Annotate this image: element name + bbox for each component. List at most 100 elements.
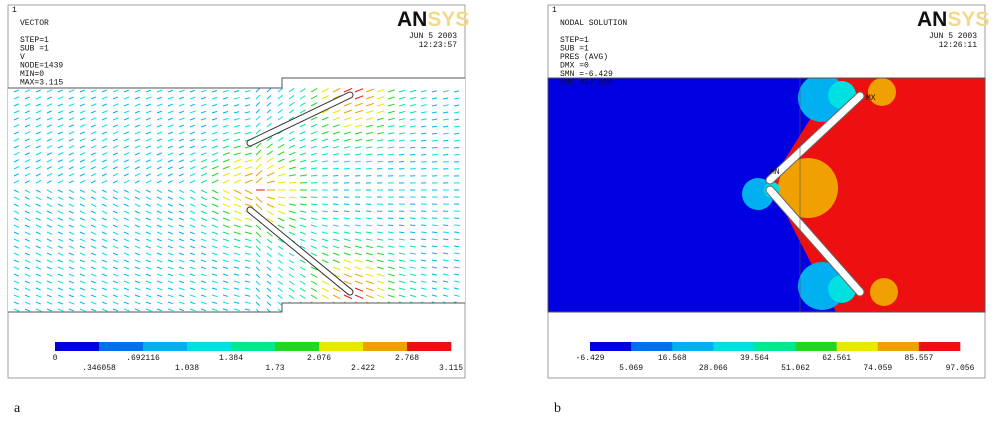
vector [35,189,41,193]
vector [420,273,427,276]
vector [24,252,30,256]
vector [211,280,218,284]
vector [233,117,240,121]
vector [90,210,96,214]
vector [24,138,30,142]
vector [354,224,361,227]
vector [233,179,242,184]
vector [233,280,240,284]
contour-blob [870,278,898,306]
vector [13,145,19,149]
vector [167,308,174,312]
vector [266,102,272,107]
vector [35,294,42,298]
vector [266,109,272,114]
legend-label: 2.422 [351,364,375,373]
vector [167,231,173,235]
vector [233,138,241,142]
vector [211,172,219,177]
vector [57,245,63,249]
vector [156,124,163,128]
vector [156,266,163,270]
vector [420,252,427,255]
vector [101,166,108,170]
legend-label: 28.066 [699,364,728,373]
vector [398,280,406,284]
vector [244,287,251,290]
vector [376,231,383,234]
vector [178,210,184,214]
vector [145,103,152,107]
vector [310,266,318,271]
vector [13,152,20,156]
vector [24,131,31,135]
vector [266,180,276,184]
vector [321,280,330,285]
vector [112,96,119,100]
vector [244,294,251,297]
vector [277,238,284,243]
vector [112,273,119,277]
vector [431,153,438,156]
vector [376,287,385,291]
vector [442,104,449,107]
vector [90,224,96,228]
vector [354,160,361,163]
vector [387,117,395,121]
vector [167,131,174,135]
vector [145,110,152,114]
vector [46,196,52,200]
vector [211,131,218,135]
vector [233,145,241,149]
vector [332,145,340,149]
vector [112,180,118,184]
vector [299,224,307,228]
vector [288,217,296,221]
vector [46,110,52,114]
colorbar-cell [231,342,276,351]
vector [387,153,394,156]
vector [321,160,328,163]
boundary [8,77,465,89]
vector [222,231,230,235]
vector [310,287,318,292]
vector [343,117,352,121]
panel-label: a [14,401,21,416]
vector [255,94,261,100]
vector [288,87,295,93]
vector [68,224,74,228]
vector [79,117,85,121]
vector [409,273,417,277]
vector [354,102,363,107]
vector [266,287,272,292]
vector [266,122,272,128]
vector [211,152,219,156]
vector [277,273,283,278]
vector [244,217,253,221]
vector [321,259,329,264]
vector [222,301,229,305]
vector [68,145,75,149]
vector [255,149,262,156]
vector [376,217,383,220]
vector [288,137,295,142]
vector [189,145,196,149]
vector [112,152,118,156]
vector [244,179,253,184]
vector [200,103,207,107]
vector [112,103,119,107]
vector [200,145,207,149]
vector [365,287,374,292]
vector [178,89,185,93]
vector [398,287,406,291]
vector [46,124,52,128]
vector [178,266,185,270]
vector [134,259,141,263]
vector [13,203,19,207]
vector [255,231,262,238]
vector [145,166,152,170]
vector [145,259,152,263]
vector [332,217,339,220]
vector [90,89,97,93]
vector [112,287,119,291]
